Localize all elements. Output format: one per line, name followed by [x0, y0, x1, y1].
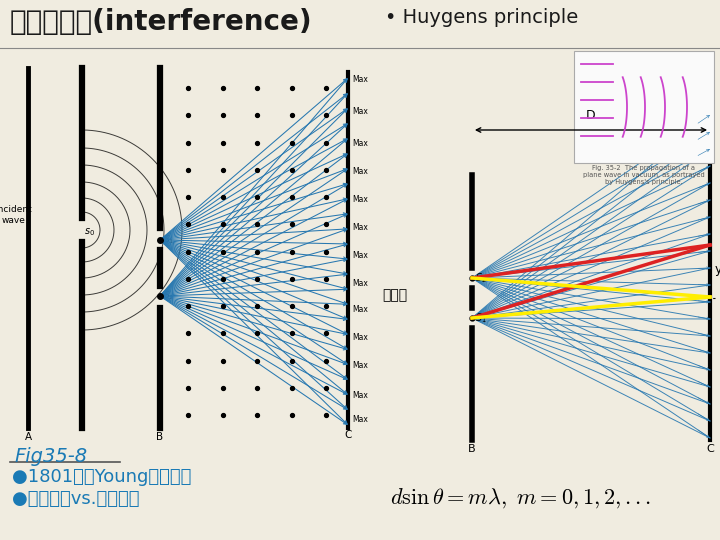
Text: Max: Max [352, 361, 368, 369]
Text: B: B [156, 432, 163, 442]
Text: B: B [468, 444, 476, 454]
Text: $S_1$: $S_1$ [163, 234, 174, 246]
Text: $s_0$: $s_0$ [84, 226, 95, 238]
Text: D: D [586, 109, 596, 122]
Text: Fig. 35-2  The propagation of a
plane wave in vacuum, as portrayed
by Huygens's : Fig. 35-2 The propagation of a plane wav… [583, 165, 705, 185]
Text: $S_2$: $S_2$ [163, 290, 174, 302]
Text: Max: Max [352, 224, 368, 233]
Text: 入射波: 入射波 [382, 288, 407, 302]
Text: Max: Max [352, 138, 368, 147]
Text: Max: Max [352, 195, 368, 205]
Text: A: A [24, 432, 32, 442]
Text: Max: Max [352, 107, 368, 117]
Text: $S_2$: $S_2$ [475, 271, 487, 285]
Text: C: C [344, 430, 351, 440]
Text: • Huygens principle: • Huygens principle [385, 8, 578, 27]
Text: Max: Max [352, 279, 368, 287]
Text: Incident
wave: Incident wave [0, 205, 32, 225]
Text: ●遠場光學vs.近場光學: ●遠場光學vs.近場光學 [12, 490, 140, 508]
Text: 雙狹縫干涉(interference): 雙狹縫干涉(interference) [10, 8, 312, 36]
Text: $d\sin\theta = m\lambda,\ m = 0,1,2,...$: $d\sin\theta = m\lambda,\ m = 0,1,2,...$ [390, 486, 651, 510]
Text: Max: Max [352, 76, 368, 84]
Text: Max: Max [352, 167, 368, 177]
Text: Fig35-8: Fig35-8 [14, 447, 87, 466]
Text: ●1801年，Young干涉實驗: ●1801年，Young干涉實驗 [12, 468, 192, 486]
Text: Max: Max [352, 251, 368, 260]
Text: $S_1$: $S_1$ [475, 311, 487, 325]
Text: Max: Max [352, 333, 368, 341]
Text: Max: Max [352, 306, 368, 314]
Text: y: y [715, 264, 720, 276]
Text: Max: Max [352, 390, 368, 400]
Text: Max: Max [352, 415, 368, 424]
Text: C: C [706, 444, 714, 454]
FancyBboxPatch shape [574, 51, 714, 163]
